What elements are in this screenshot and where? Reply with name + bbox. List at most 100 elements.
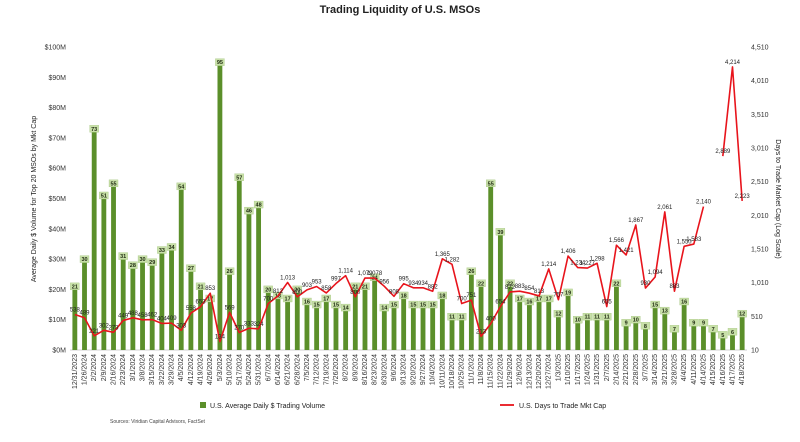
line-label: 956	[379, 279, 390, 285]
line-label: 400	[486, 317, 497, 323]
bar-label: 18	[401, 293, 407, 299]
bar-label: 16	[526, 300, 532, 306]
bar-label: 17	[285, 296, 291, 302]
x-tick-label: 6/7/2024	[265, 354, 272, 381]
x-tick-label: 4/15/2025	[710, 354, 717, 385]
days-line-segment	[74, 206, 705, 343]
line-label: 488	[128, 311, 139, 317]
x-tick-label: 7/26/2024	[333, 354, 340, 385]
line-label: 930	[640, 281, 651, 287]
y2-tick-label: 1,010	[751, 280, 769, 287]
bar	[623, 322, 629, 350]
line-label: 1,298	[590, 256, 606, 262]
x-tick-label: 3/29/2024	[169, 354, 176, 385]
bar	[507, 283, 513, 350]
line-label: 1,013	[280, 275, 296, 281]
line-label: 1,406	[561, 249, 577, 255]
bar-label-box	[437, 291, 448, 300]
bar-label: 27	[188, 266, 194, 272]
bar	[265, 289, 271, 350]
bar-label-box	[602, 313, 612, 321]
bar-label-box	[186, 264, 196, 272]
bar-label-box	[282, 294, 293, 303]
bar-label-box	[698, 319, 709, 327]
bar-label-box	[311, 300, 322, 309]
x-tick-label: 2/16/2024	[111, 354, 118, 385]
bar-label: 15	[410, 303, 416, 309]
bar	[488, 183, 494, 350]
bar	[730, 331, 735, 350]
legend-label-volume: U.S. Average Daily $ Trading Volume	[210, 403, 325, 410]
bar	[256, 204, 262, 350]
bar-label-box	[302, 297, 312, 306]
bar-label: 21	[362, 284, 368, 290]
bar-label: 8	[644, 324, 647, 330]
line-label: 1,566	[609, 238, 625, 244]
bar	[643, 325, 648, 350]
line-label: 800	[350, 290, 361, 296]
line-label: 303	[176, 323, 187, 329]
bar-label-box	[244, 206, 254, 215]
bar-data-labels: 2130735155312830293334542721179526574648…	[70, 58, 747, 339]
bar-label: 15	[430, 303, 436, 309]
x-tick-label: 4/17/2025	[729, 354, 736, 385]
bar-label: 17	[536, 296, 542, 302]
x-tick-label: 7/19/2024	[323, 354, 330, 385]
y-tick-label: $60M	[48, 166, 66, 173]
bar	[439, 295, 445, 350]
bar	[517, 298, 523, 350]
line-label: 458	[138, 313, 149, 319]
x-tick-label: 9/27/2024	[420, 354, 427, 385]
bar	[410, 304, 416, 350]
bar	[352, 286, 358, 350]
bar-label-box	[224, 267, 235, 275]
x-tick-label: 4/4/2025	[681, 354, 688, 381]
x-tick-label: 4/26/2024	[207, 354, 214, 385]
bar-label: 17	[207, 296, 213, 302]
bar-label: 15	[391, 303, 397, 309]
x-tick-label: 10/25/2024	[459, 354, 466, 389]
bar	[236, 177, 242, 350]
x-tick-label: 2/2/2024	[91, 354, 98, 381]
line-label: 558	[186, 306, 197, 312]
x-tick-label: 11/29/2024	[507, 354, 514, 389]
bar-label: 15	[314, 303, 320, 309]
line-label: 812	[273, 289, 284, 295]
x-tick-label: 4/5/2024	[178, 354, 185, 381]
bar-label-box	[321, 294, 331, 303]
bar	[536, 298, 542, 350]
bar	[343, 307, 349, 350]
bar-label: 6	[731, 330, 734, 336]
bar-label: 11	[585, 315, 591, 321]
bar-label: 11	[459, 315, 465, 321]
line-label: 1,867	[628, 218, 644, 224]
line-label: 4,214	[725, 60, 741, 66]
bar-label: 73	[91, 127, 97, 133]
bar	[739, 313, 745, 350]
x-tick-label: 8/2/2024	[343, 354, 350, 381]
bar	[681, 301, 687, 350]
bar-label: 33	[159, 248, 165, 254]
bar-label: 22	[478, 281, 484, 287]
line-label: 700	[457, 297, 468, 303]
bar	[159, 250, 165, 350]
bar-label-box	[466, 267, 477, 275]
bar-label-box	[515, 294, 525, 303]
bar-label: 21	[198, 284, 204, 290]
y2-tick-label: 3,010	[751, 146, 769, 153]
bar-label-box	[718, 331, 728, 339]
bar-label: 10	[633, 318, 639, 324]
bar-label: 15	[333, 303, 339, 309]
y-tick-label: $90M	[48, 75, 66, 82]
bar-label: 21	[72, 284, 78, 290]
legend-swatch-volume	[200, 402, 206, 408]
bar-label-box	[176, 182, 186, 191]
x-tick-label: 3/7/2025	[642, 354, 649, 381]
bar-label-box	[573, 316, 583, 324]
x-axis-ticks: 12/31/2023 1/26/2024 2/2/2024 2/9/2024 2/16/…	[72, 354, 746, 389]
bar-label-box	[582, 313, 593, 321]
bar-label-box	[524, 297, 535, 306]
bar	[314, 304, 320, 350]
bar-label-box	[679, 297, 689, 306]
